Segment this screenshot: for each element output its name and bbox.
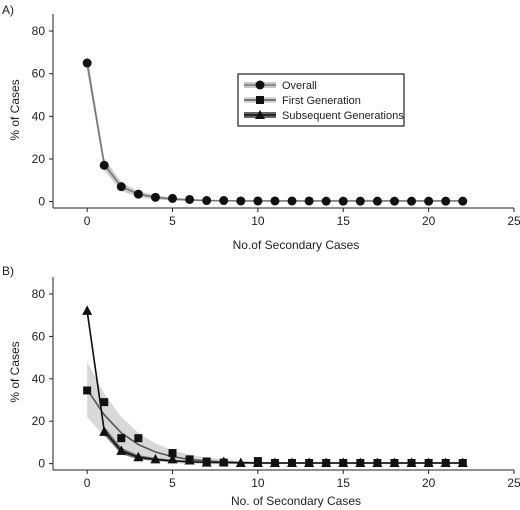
x-tick-label: 20	[422, 476, 436, 490]
data-point-triangle	[355, 457, 366, 468]
y-tick-label: 0	[38, 195, 45, 209]
data-point-circle	[236, 196, 246, 206]
data-point-triangle	[338, 457, 349, 468]
data-point-circle	[407, 196, 417, 206]
data-point-circle	[441, 196, 451, 206]
data-point-circle	[202, 196, 212, 206]
data-point-square	[117, 434, 126, 443]
y-tick-label: 20	[32, 152, 46, 166]
data-point-square	[100, 398, 109, 407]
panel-a-x-axis-label: No.of Secondary Cases	[233, 238, 360, 252]
data-point-triangle	[116, 445, 127, 455]
legend-square-icon	[256, 96, 264, 104]
data-point-triangle	[321, 457, 332, 468]
data-point-circle	[338, 196, 348, 206]
data-point-circle	[185, 194, 195, 204]
y-tick-label: 60	[32, 329, 46, 343]
panel-a-label: A)	[2, 3, 14, 17]
y-tick-label: 40	[32, 109, 46, 123]
panel-a-plot-area: 0 20 40 60 80 0 5 10 15 20 25	[32, 14, 520, 228]
legend-label: Overall	[282, 80, 317, 92]
x-tick-label: 25	[507, 214, 520, 228]
legend-label: Subsequent Generations	[282, 110, 404, 122]
y-tick-label: 0	[38, 457, 45, 471]
data-point-circle	[424, 196, 434, 206]
x-tick-label: 0	[84, 214, 91, 228]
data-point-triangle	[133, 451, 144, 462]
x-tick-label: 5	[169, 214, 176, 228]
legend-circle-icon	[255, 80, 265, 90]
data-point-triangle	[304, 457, 315, 468]
data-point-triangle	[184, 454, 195, 465]
data-point-triangle	[150, 453, 161, 464]
confidence-band	[87, 361, 463, 465]
data-point-triangle	[440, 457, 451, 468]
x-tick-label: 5	[169, 476, 176, 490]
data-point-circle	[389, 196, 399, 206]
legend-triangle-icon	[255, 110, 265, 119]
data-point-triangle	[167, 453, 178, 464]
panel-b-label: B)	[2, 264, 14, 278]
data-point-triangle	[269, 457, 280, 468]
panel-b-y-axis-label: % of Cases	[8, 341, 22, 402]
data-point-triangle	[201, 457, 212, 467]
y-tick-label: 80	[32, 24, 46, 38]
panel-a-y-axis-label: % of Cases	[8, 79, 22, 140]
data-point-circle	[133, 189, 143, 199]
x-tick-label: 20	[422, 214, 436, 228]
x-tick-label: 10	[251, 214, 265, 228]
data-point-triangle	[218, 456, 229, 466]
legend-entry-first-generation: First Generation	[244, 95, 361, 107]
data-point-circle	[270, 196, 280, 206]
data-point-triangle	[457, 457, 468, 468]
data-point-circle	[355, 196, 365, 206]
data-point-circle	[458, 196, 468, 206]
y-tick-label: 20	[32, 414, 46, 428]
x-tick-label: 0	[84, 476, 91, 490]
data-point-triangle	[423, 457, 434, 468]
legend: Overall First Generation Subsequent Gene…	[237, 73, 405, 127]
data-point-circle	[116, 182, 126, 192]
data-point-circle	[168, 193, 178, 203]
data-point-triangle	[389, 457, 400, 468]
data-point-circle	[372, 196, 382, 206]
panel-b-plot-area: 0 20 40 60 80 0 5 10 15 20 25	[32, 277, 520, 490]
data-point-triangle	[287, 457, 298, 468]
data-point-circle	[321, 196, 331, 206]
panel-b-x-axis-label: No. of Secondary Cases	[231, 494, 361, 508]
x-tick-label: 15	[337, 476, 351, 490]
data-point-circle	[82, 58, 92, 68]
data-point-circle	[287, 196, 297, 206]
data-point-circle	[99, 160, 109, 170]
data-point-circle	[219, 196, 229, 206]
data-point-square	[134, 434, 143, 443]
data-point-triangle	[372, 457, 383, 468]
y-tick-label: 60	[32, 67, 46, 81]
data-point-triangle	[406, 457, 417, 468]
data-point-circle	[150, 192, 160, 202]
data-point-triangle	[252, 457, 263, 468]
data-point-triangle	[235, 457, 246, 468]
data-point-circle	[253, 196, 263, 206]
data-point-square	[83, 386, 92, 395]
legend-entry-overall: Overall	[244, 80, 317, 92]
x-tick-label: 10	[251, 476, 265, 490]
x-tick-label: 25	[507, 476, 520, 490]
panel-a: A) 0 20 40 60 80 0 5 10 15 20 25 No.of Secondary C…	[2, 3, 520, 252]
panel-b: B) 0 20 40 60 80 0 5 10 15 20 25 No. of Secondary …	[2, 264, 520, 508]
y-tick-label: 80	[32, 287, 46, 301]
data-point-square	[168, 449, 177, 458]
data-point-circle	[304, 196, 314, 206]
legend-entry-subsequent-generations: Subsequent Generations	[244, 110, 404, 122]
data-point-triangle	[82, 305, 93, 315]
data-point-triangle	[99, 426, 110, 436]
y-tick-label: 40	[32, 372, 46, 386]
legend-label: First Generation	[282, 95, 361, 107]
x-tick-label: 15	[337, 214, 351, 228]
